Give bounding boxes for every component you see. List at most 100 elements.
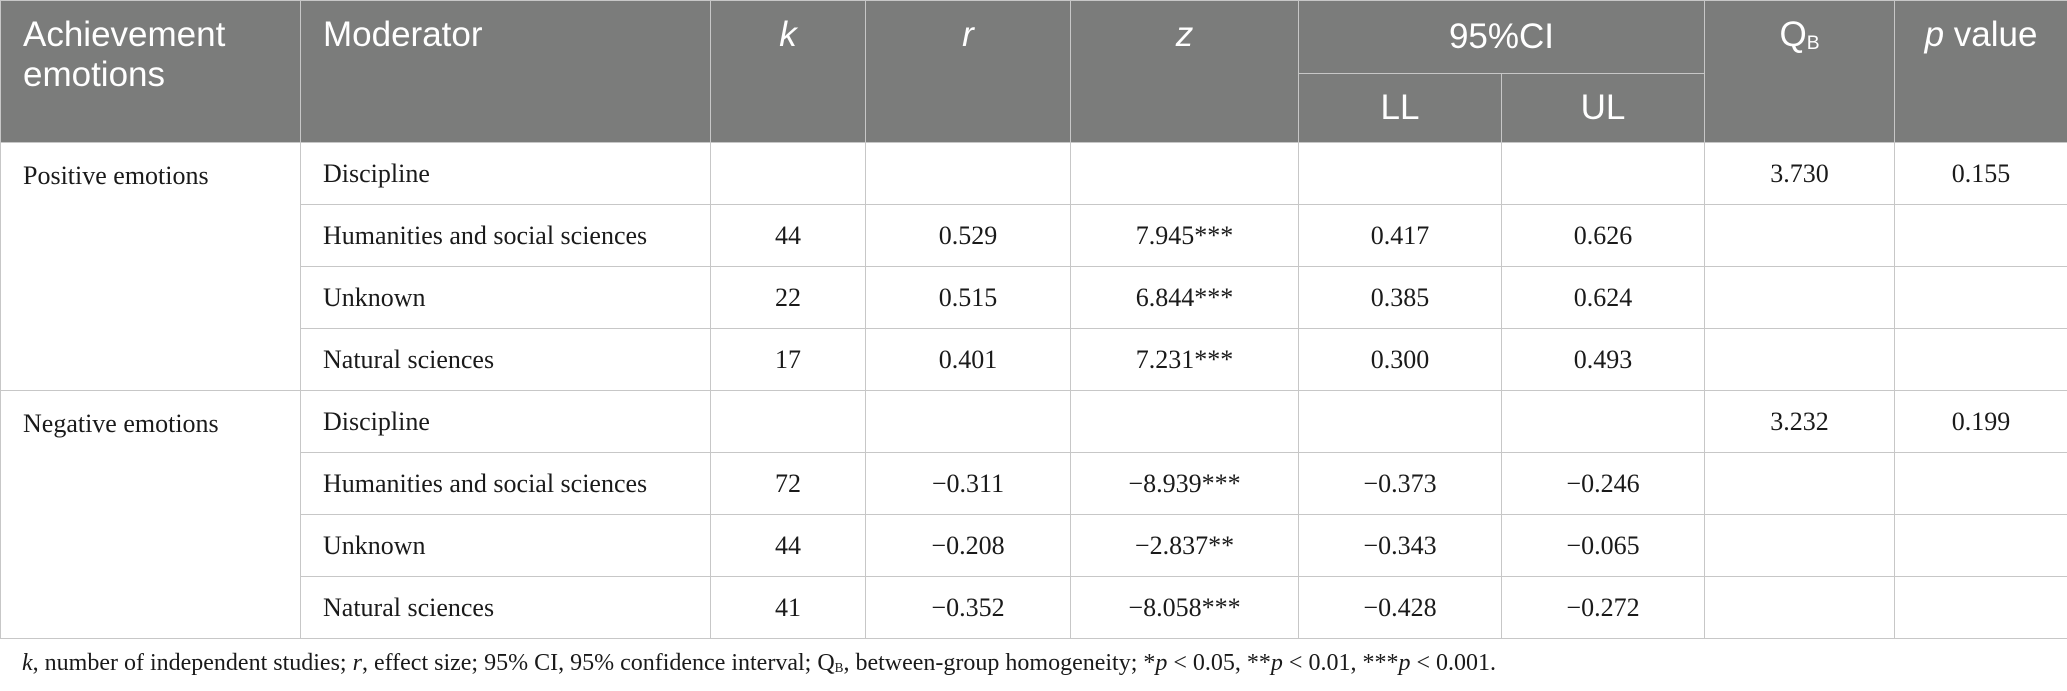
k-cell: 17	[710, 328, 866, 391]
moderator-cell: Natural sciences	[300, 328, 711, 391]
moderator-cell: Discipline	[300, 142, 711, 205]
ul-cell: 0.626	[1501, 204, 1705, 267]
footnote-text-6: < 0.001.	[1410, 650, 1497, 676]
header-ul: UL	[1501, 73, 1705, 143]
r-cell: −0.352	[865, 576, 1071, 639]
qb-cell: 3.232	[1704, 390, 1895, 453]
header-r: r	[865, 0, 1071, 143]
table-row: Natural sciences 41 −0.352 −8.058*** −0.…	[1, 576, 2067, 639]
group-label: Positive emotions	[0, 142, 301, 391]
footnote-text-1: , number of independent studies;	[32, 650, 353, 676]
k-cell	[710, 142, 866, 205]
z-cell: 6.844***	[1070, 266, 1299, 329]
z-cell: −2.837**	[1070, 514, 1299, 577]
qb-cell	[1704, 452, 1895, 515]
r-cell	[865, 390, 1071, 453]
qb-cell	[1704, 204, 1895, 267]
r-cell: 0.401	[865, 328, 1071, 391]
moderator-cell: Natural sciences	[300, 576, 711, 639]
header-qb: QB	[1704, 0, 1895, 143]
qb-cell	[1704, 328, 1895, 391]
header-qb-subscript: B	[1806, 32, 1820, 54]
r-cell: 0.515	[865, 266, 1071, 329]
ll-cell: −0.373	[1298, 452, 1502, 515]
z-cell: 7.945***	[1070, 204, 1299, 267]
p-cell	[1894, 204, 2067, 267]
ul-cell: −0.246	[1501, 452, 1705, 515]
table-body: Positive emotions Discipline 3.730 0.155…	[0, 142, 2067, 639]
ll-cell: −0.428	[1298, 576, 1502, 639]
footnote-text-2: , effect size; 95% CI, 95% confidence in…	[361, 650, 835, 676]
qb-cell	[1704, 266, 1895, 329]
footnote-r: r	[352, 650, 362, 676]
table-row: Negative emotions Discipline 3.232 0.199	[0, 390, 2067, 639]
group-label: Negative emotions	[0, 390, 301, 639]
ul-cell: 0.624	[1501, 266, 1705, 329]
table-footnote: k, number of independent studies; r, eff…	[22, 650, 1496, 677]
footnote-p-2: p	[1270, 650, 1283, 676]
ul-cell	[1501, 390, 1705, 453]
header-p-italic: p	[1924, 15, 1945, 54]
ul-cell: −0.065	[1501, 514, 1705, 577]
table-row: Unknown 22 0.515 6.844*** 0.385 0.624	[1, 266, 2067, 329]
ll-cell: 0.385	[1298, 266, 1502, 329]
p-cell: 0.155	[1894, 142, 2067, 205]
table-row: Unknown 44 −0.208 −2.837** −0.343 −0.065	[1, 514, 2067, 577]
moderator-cell: Unknown	[300, 514, 711, 577]
ll-cell: 0.417	[1298, 204, 1502, 267]
z-cell	[1070, 390, 1299, 453]
header-moderator: Moderator	[300, 0, 711, 143]
header-95-ci: 95%CI	[1298, 0, 1705, 74]
results-table: Achievement emotions Moderator k r z 95%…	[0, 0, 2067, 639]
footnote-text-3: , between-group homogeneity; *	[843, 650, 1156, 676]
table-row: Humanities and social sciences 72 −0.311…	[1, 452, 2067, 515]
footnote-text-4: < 0.05, **	[1167, 650, 1271, 676]
r-cell: −0.311	[865, 452, 1071, 515]
qb-cell	[1704, 514, 1895, 577]
ul-cell: 0.493	[1501, 328, 1705, 391]
p-cell	[1894, 266, 2067, 329]
ll-cell: −0.343	[1298, 514, 1502, 577]
footnote-p-1: p	[1155, 650, 1168, 676]
k-cell	[710, 390, 866, 453]
header-qb-main: Q	[1779, 15, 1807, 54]
ul-cell: −0.272	[1501, 576, 1705, 639]
k-cell: 72	[710, 452, 866, 515]
k-cell: 44	[710, 514, 866, 577]
z-cell: 7.231***	[1070, 328, 1299, 391]
ul-cell	[1501, 142, 1705, 205]
table-row: Natural sciences 17 0.401 7.231*** 0.300…	[1, 328, 2067, 391]
r-cell: −0.208	[865, 514, 1071, 577]
header-achievement-emotions: Achievement emotions	[0, 0, 301, 143]
p-cell	[1894, 452, 2067, 515]
moderator-cell: Humanities and social sciences	[300, 204, 711, 267]
z-cell: −8.939***	[1070, 452, 1299, 515]
footnote-text-5: < 0.01, ***	[1282, 650, 1399, 676]
table-row: Positive emotions Discipline 3.730 0.155	[0, 142, 2067, 391]
ll-cell	[1298, 142, 1502, 205]
footnote-k: k	[22, 650, 33, 676]
footnote-p-3: p	[1398, 650, 1411, 676]
header-z: z	[1070, 0, 1299, 143]
footnote-qb-subscript: B	[834, 659, 844, 675]
qb-cell: 3.730	[1704, 142, 1895, 205]
ll-cell: 0.300	[1298, 328, 1502, 391]
header-p-value: p value	[1894, 0, 2067, 143]
header-p-rest: value	[1944, 15, 2038, 54]
ll-cell	[1298, 390, 1502, 453]
header-k: k	[710, 0, 866, 143]
p-cell	[1894, 576, 2067, 639]
k-cell: 44	[710, 204, 866, 267]
table-row: Humanities and social sciences 44 0.529 …	[1, 204, 2067, 267]
z-cell: −8.058***	[1070, 576, 1299, 639]
header-ll: LL	[1298, 73, 1502, 143]
p-cell	[1894, 328, 2067, 391]
k-cell: 41	[710, 576, 866, 639]
moderator-cell: Humanities and social sciences	[300, 452, 711, 515]
moderator-cell: Unknown	[300, 266, 711, 329]
k-cell: 22	[710, 266, 866, 329]
r-cell: 0.529	[865, 204, 1071, 267]
z-cell	[1070, 142, 1299, 205]
p-cell	[1894, 514, 2067, 577]
qb-cell	[1704, 576, 1895, 639]
